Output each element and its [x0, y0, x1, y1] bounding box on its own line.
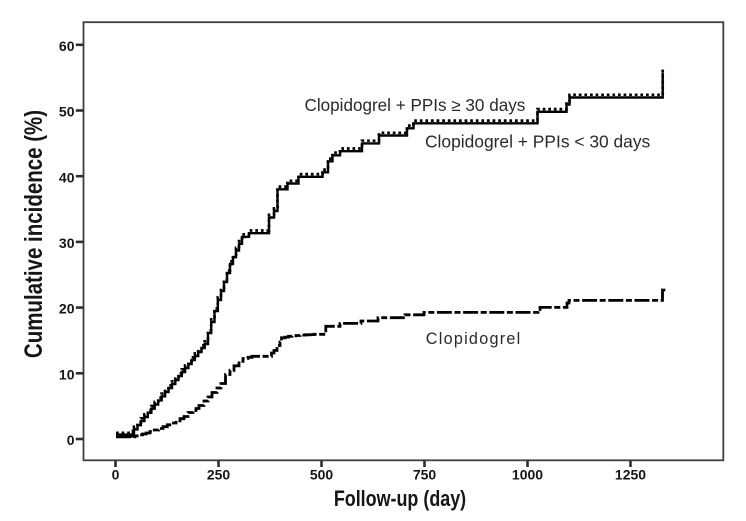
- svg-text:40: 40: [59, 169, 75, 185]
- svg-text:500: 500: [310, 467, 334, 483]
- svg-text:30: 30: [59, 235, 75, 251]
- svg-text:0: 0: [67, 432, 75, 448]
- svg-text:Clopidogrel + PPIs < 30 days: Clopidogrel + PPIs < 30 days: [425, 131, 651, 151]
- svg-text:250: 250: [207, 467, 231, 483]
- svg-text:0: 0: [112, 467, 120, 483]
- svg-text:Follow-up (day): Follow-up (day): [334, 487, 466, 511]
- svg-text:Cumulative incidence (%): Cumulative incidence (%): [19, 110, 48, 358]
- svg-text:10: 10: [59, 366, 75, 382]
- svg-text:1000: 1000: [512, 467, 543, 483]
- svg-text:20: 20: [59, 301, 75, 317]
- svg-text:Clopidogrel: Clopidogrel: [426, 330, 522, 348]
- svg-text:750: 750: [413, 467, 437, 483]
- svg-text:60: 60: [59, 38, 75, 54]
- svg-text:50: 50: [59, 104, 75, 120]
- svg-text:Clopidogrel + PPIs ≥ 30 days: Clopidogrel + PPIs ≥ 30 days: [305, 96, 526, 115]
- svg-text:1250: 1250: [615, 467, 646, 483]
